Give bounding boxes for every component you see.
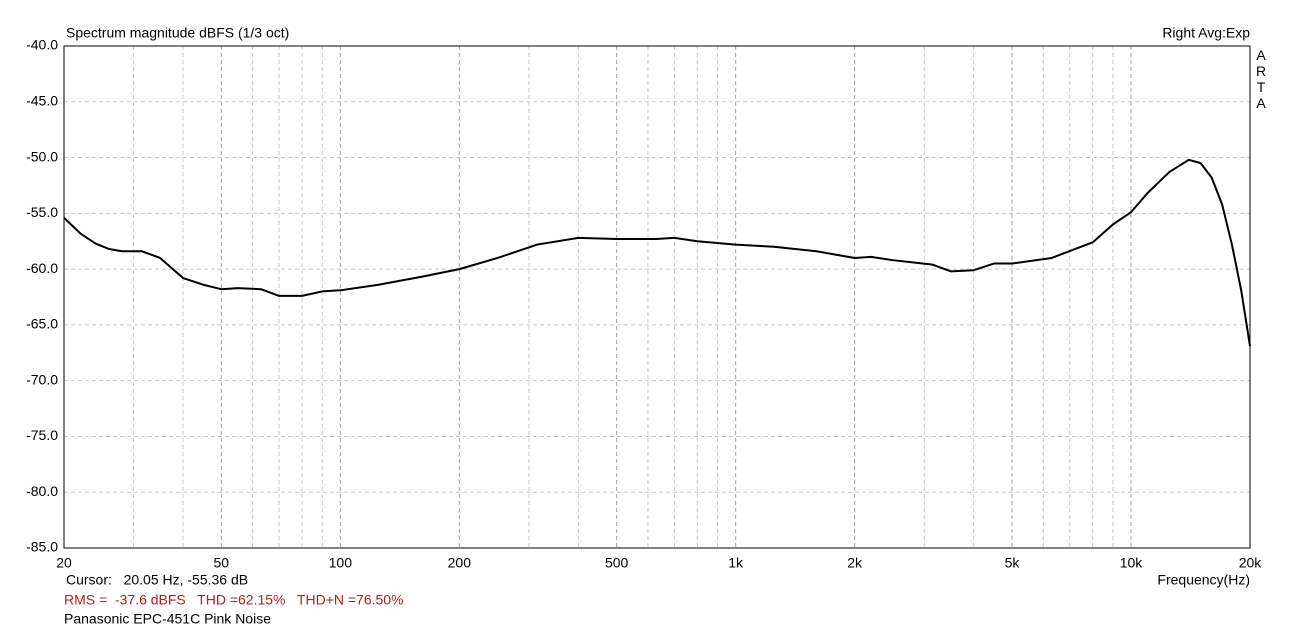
x-tick-label: 50: [214, 555, 230, 571]
x-tick-label: 10k: [1120, 555, 1144, 571]
y-tick-label: -40.0: [26, 37, 58, 53]
x-tick-label: 20k: [1239, 555, 1263, 571]
chart-title: Spectrum magnitude dBFS (1/3 oct): [66, 25, 289, 41]
mode-label: Right Avg:Exp: [1162, 25, 1250, 41]
plot-area: [64, 46, 1250, 548]
y-tick-label: -85.0: [26, 539, 58, 555]
x-tick-label: 500: [605, 555, 629, 571]
watermark-letter: A: [1256, 47, 1266, 63]
x-axis-label: Frequency(Hz): [1157, 572, 1250, 588]
stats-readout: RMS = -37.6 dBFS THD =62.15% THD+N =76.5…: [64, 592, 404, 608]
y-tick-label: -75.0: [26, 427, 58, 443]
x-tick-label: 2k: [847, 555, 863, 571]
y-tick-label: -80.0: [26, 483, 58, 499]
y-tick-label: -65.0: [26, 316, 58, 332]
x-tick-label: 100: [329, 555, 353, 571]
x-tick-label: 200: [448, 555, 472, 571]
y-tick-label: -45.0: [26, 92, 58, 108]
y-tick-label: -55.0: [26, 204, 58, 220]
watermark-letter: A: [1256, 95, 1266, 111]
spectrum-line: [63, 158, 1251, 347]
x-tick-label: 20: [56, 555, 72, 571]
cursor-readout: Cursor: 20.05 Hz, -55.36 dB: [66, 572, 248, 588]
x-tick-label: 5k: [1005, 555, 1021, 571]
plot-frame: [63, 45, 1251, 549]
y-tick-label: -60.0: [26, 260, 58, 276]
caption: Panasonic EPC-451C Pink Noise: [64, 611, 271, 627]
x-tick-label: 1k: [728, 555, 744, 571]
y-tick-label: -70.0: [26, 371, 58, 387]
y-tick-label: -50.0: [26, 148, 58, 164]
watermark-letter: T: [1257, 79, 1266, 95]
watermark-letter: R: [1256, 63, 1266, 79]
